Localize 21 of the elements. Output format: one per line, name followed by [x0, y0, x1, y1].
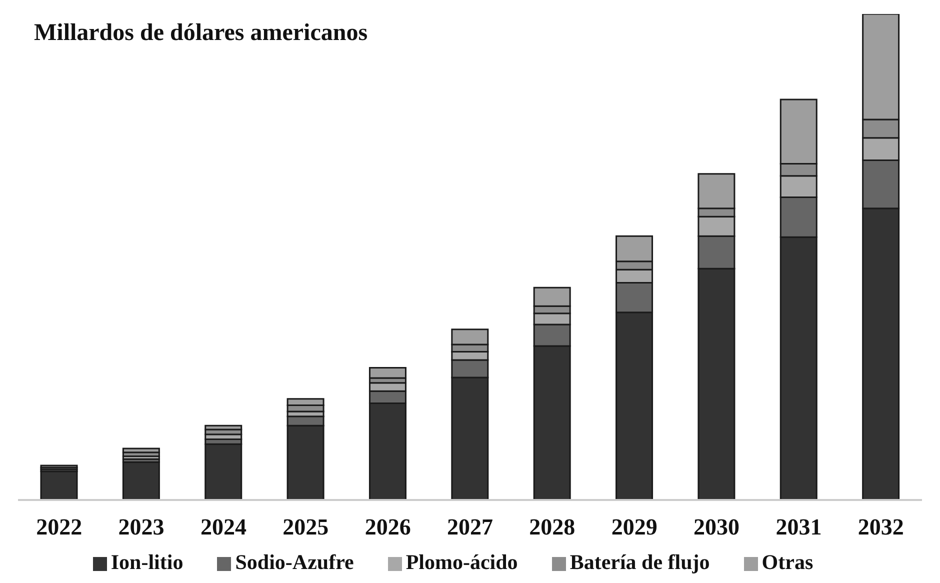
bar	[122, 448, 160, 454]
chart-title: Millardos de dólares americanos	[34, 20, 368, 47]
x-tick-label: 2030	[694, 514, 740, 540]
legend-label: Otras	[762, 550, 814, 574]
bar	[40, 470, 78, 500]
x-tick-label: 2022	[36, 514, 82, 540]
x-tick-label: 2031	[776, 514, 822, 540]
x-tick-label: 2026	[364, 514, 411, 540]
bar	[204, 443, 242, 500]
x-tick-label: 2023	[118, 514, 164, 540]
bar	[122, 461, 160, 500]
legend-label: Ion-litio	[110, 550, 184, 574]
x-tick-label: 2025	[282, 514, 329, 540]
legend-label: Sodio-Azufre	[235, 550, 354, 574]
x-tick-label: 2024	[200, 514, 247, 540]
legend-label: Plomo-ácido	[406, 550, 518, 574]
x-tick-label: 2027	[447, 514, 493, 540]
x-tick-label: 2029	[611, 514, 658, 540]
x-tick-label: 2028	[529, 514, 576, 540]
x-tick-label: 2032	[858, 514, 904, 540]
legend-label: Batería de flujo	[570, 550, 710, 574]
